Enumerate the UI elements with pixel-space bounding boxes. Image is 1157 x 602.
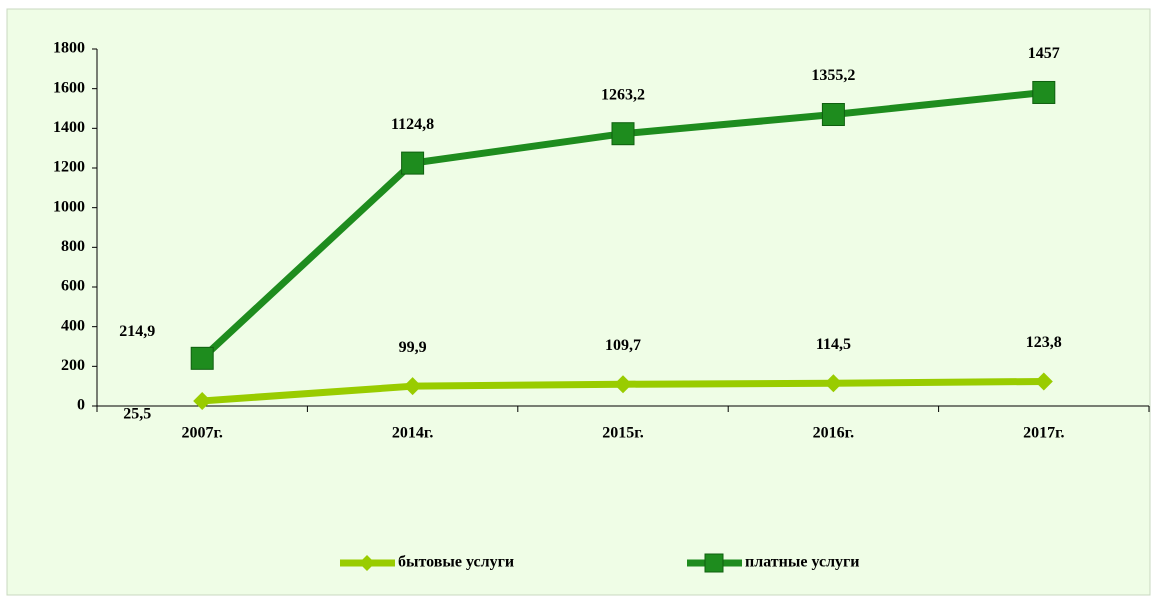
data-label: 99,9 (399, 339, 427, 356)
marker (611, 122, 635, 146)
marker (193, 391, 212, 410)
y-tick-label: 1200 (53, 159, 85, 176)
marker (401, 151, 425, 175)
data-label: 1124,8 (391, 116, 434, 133)
legend-label: бытовые услуги (398, 554, 514, 571)
y-tick-label: 1800 (53, 40, 85, 57)
x-tick-label: 2014г. (392, 425, 433, 442)
marker (403, 377, 422, 396)
y-tick-label: 0 (77, 397, 85, 414)
data-label: 214,9 (119, 323, 155, 340)
x-tick-label: 2016г. (813, 425, 854, 442)
chart-background (6, 8, 1151, 596)
y-tick-label: 1000 (53, 198, 85, 215)
x-tick-label: 2007г. (181, 425, 222, 442)
marker (1032, 80, 1056, 104)
data-label: 1263,2 (601, 86, 645, 103)
y-tick-label: 600 (61, 278, 85, 295)
data-label: 109,7 (605, 337, 641, 354)
marker (1034, 372, 1053, 391)
y-tick-label: 800 (61, 238, 85, 255)
data-label: 1355,2 (811, 67, 855, 84)
marker (824, 374, 843, 393)
y-tick-label: 200 (61, 357, 85, 374)
legend-label: платные услуги (745, 554, 860, 571)
y-tick-label: 400 (61, 317, 85, 334)
legend-marker (704, 553, 724, 573)
data-label: 123,8 (1026, 334, 1062, 351)
legend-marker (359, 555, 375, 571)
y-tick-label: 1600 (53, 79, 85, 96)
data-label: 1457 (1028, 45, 1060, 62)
marker (821, 103, 845, 127)
marker (190, 346, 214, 370)
x-tick-label: 2015г. (602, 425, 643, 442)
data-label: 114,5 (816, 336, 851, 353)
x-tick-label: 2017г. (1023, 425, 1064, 442)
data-label: 25,5 (123, 406, 151, 423)
marker (614, 375, 632, 394)
y-tick-label: 1400 (53, 119, 85, 136)
